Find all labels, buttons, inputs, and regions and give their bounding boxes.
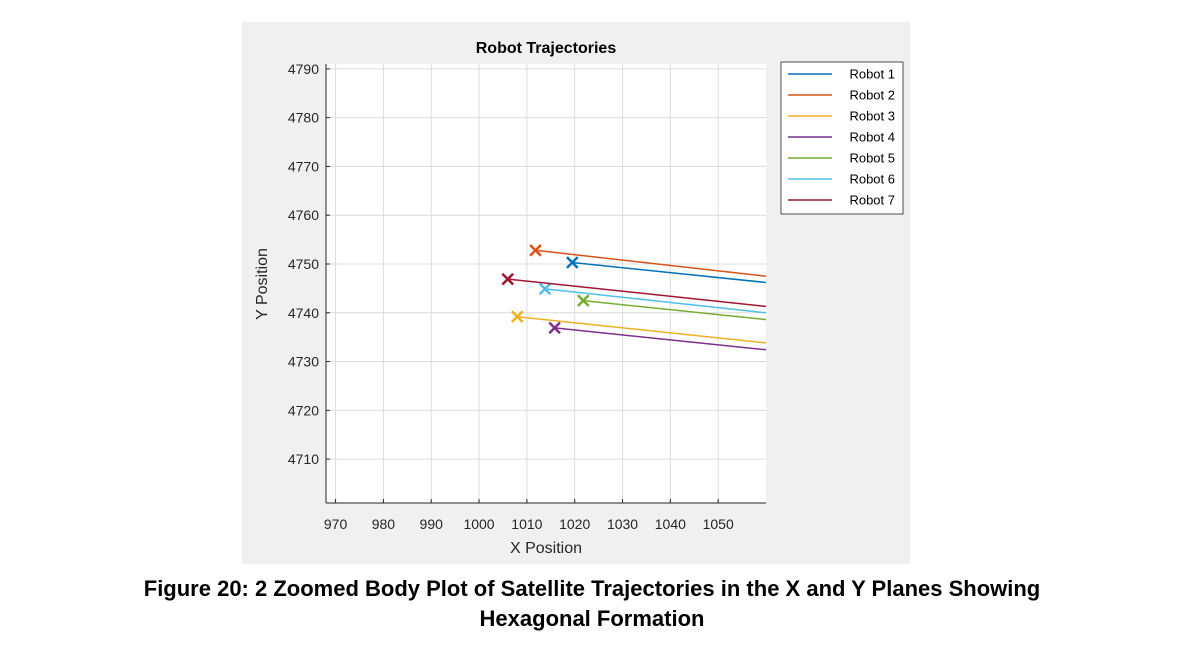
legend-label-robot-2: Robot 2 xyxy=(849,88,895,103)
series-line-robot-1 xyxy=(572,261,767,284)
legend: Robot 1 Robot 2 Robot 3 Robot 4 Robot 5 Robot… xyxy=(780,61,904,215)
series-line-robot-7 xyxy=(507,278,767,308)
x-tick-label: 1010 xyxy=(511,516,542,532)
series-line-robot-3 xyxy=(517,315,767,344)
figure-caption: Figure 20: 2 Zoomed Body Plot of Satelli… xyxy=(0,574,1184,634)
start-marker-robot-5 xyxy=(577,294,590,307)
start-marker-robot-4 xyxy=(548,321,561,335)
x-tick-label: 1040 xyxy=(655,516,686,532)
legend-label-robot-6: Robot 6 xyxy=(849,172,895,187)
grid-lines xyxy=(326,64,766,503)
x-tick-label: 970 xyxy=(324,516,348,532)
start-marker-robot-3 xyxy=(511,310,524,323)
x-tick-label: 990 xyxy=(420,516,444,532)
start-marker-robot-7 xyxy=(501,272,515,286)
tick-labels: 970 980 990 1000 1010 1020 1030 1040 1050 4710 472… xyxy=(288,61,734,532)
x-tick-label: 1050 xyxy=(703,516,734,532)
legend-label-robot-4: Robot 4 xyxy=(849,130,895,145)
series-line-robot-6 xyxy=(544,288,767,314)
y-tick-label: 4780 xyxy=(288,110,319,126)
legend-label-robot-3: Robot 3 xyxy=(849,109,895,124)
y-tick-label: 4770 xyxy=(288,158,319,174)
series-line-robot-2 xyxy=(535,249,767,277)
x-axis-label: X Position xyxy=(510,540,582,557)
y-axis-label: Y Position xyxy=(254,248,271,320)
figure-window: 970 980 990 1000 1010 1020 1030 1040 1050 4710 472… xyxy=(242,22,910,564)
y-tick-label: 4730 xyxy=(288,354,319,370)
caption-line-2: Hexagonal Formation xyxy=(479,606,705,631)
plot-svg: 970 980 990 1000 1010 1020 1030 1040 1050 4710 472… xyxy=(254,40,904,557)
x-tick-label: 1000 xyxy=(463,516,494,532)
series-line-robot-4 xyxy=(554,327,767,351)
chart-title: Robot Trajectories xyxy=(476,40,617,57)
y-tick-label: 4750 xyxy=(288,256,319,272)
legend-label-robot-7: Robot 7 xyxy=(849,193,895,208)
x-tick-label: 1030 xyxy=(607,516,638,532)
y-tick-label: 4740 xyxy=(288,305,319,321)
x-tick-label: 980 xyxy=(372,516,396,532)
legend-label-robot-5: Robot 5 xyxy=(849,151,895,166)
start-marker-robot-2 xyxy=(529,244,542,257)
y-tick-label: 4760 xyxy=(288,207,319,223)
legend-label-robot-1: Robot 1 xyxy=(849,67,895,82)
series-layer xyxy=(501,244,767,351)
x-tick-label: 1020 xyxy=(559,516,590,532)
legend-box xyxy=(780,61,904,215)
y-tick-label: 4790 xyxy=(288,61,319,77)
start-marker-robot-6 xyxy=(538,282,552,296)
start-marker-robot-1 xyxy=(566,256,579,269)
axes-lines xyxy=(325,64,766,504)
caption-line-1: Figure 20: 2 Zoomed Body Plot of Satelli… xyxy=(143,576,1041,601)
y-tick-label: 4710 xyxy=(288,451,319,467)
y-tick-label: 4720 xyxy=(288,402,319,418)
series-line-robot-5 xyxy=(583,299,767,321)
